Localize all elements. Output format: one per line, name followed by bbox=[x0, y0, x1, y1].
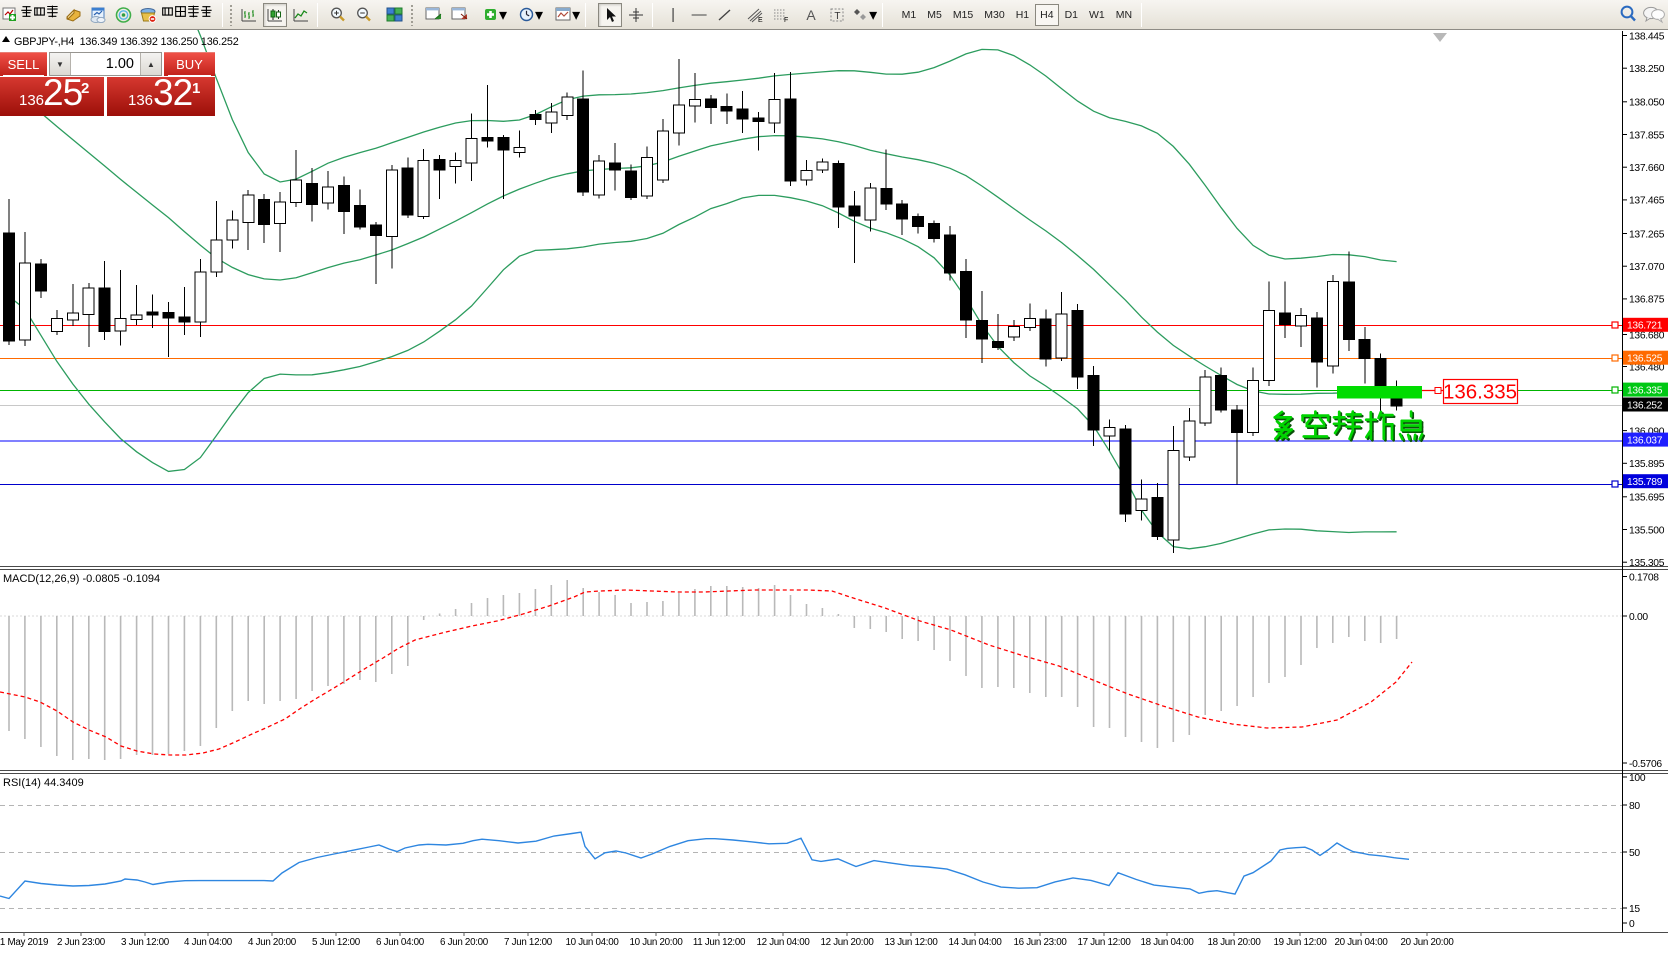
svg-text:80: 80 bbox=[1629, 801, 1640, 812]
svg-text:136.037: 136.037 bbox=[1627, 435, 1663, 446]
svg-text:18 Jun 04:00: 18 Jun 04:00 bbox=[1140, 937, 1194, 948]
svg-text:1 May 2019: 1 May 2019 bbox=[0, 937, 48, 948]
svg-text:12 Jun 04:00: 12 Jun 04:00 bbox=[756, 937, 810, 948]
svg-text:10 Jun 20:00: 10 Jun 20:00 bbox=[629, 937, 683, 948]
svg-text:3 Jun 12:00: 3 Jun 12:00 bbox=[121, 937, 170, 948]
svg-text:4 Jun 20:00: 4 Jun 20:00 bbox=[248, 937, 297, 948]
svg-text:137.465: 137.465 bbox=[1629, 196, 1665, 207]
svg-text:138.050: 138.050 bbox=[1629, 98, 1665, 109]
svg-text:136.090: 136.090 bbox=[1629, 426, 1665, 437]
svg-text:136.875: 136.875 bbox=[1629, 295, 1665, 306]
svg-text:18 Jun 20:00: 18 Jun 20:00 bbox=[1207, 937, 1261, 948]
svg-text:135.789: 135.789 bbox=[1627, 477, 1663, 488]
svg-text:138.445: 138.445 bbox=[1629, 31, 1665, 42]
svg-text:7 Jun 12:00: 7 Jun 12:00 bbox=[504, 937, 553, 948]
svg-text:E: E bbox=[758, 17, 763, 23]
svg-text:12 Jun 20:00: 12 Jun 20:00 bbox=[820, 937, 874, 948]
svg-text:19 Jun 12:00: 19 Jun 12:00 bbox=[1273, 937, 1327, 948]
svg-text:135.500: 135.500 bbox=[1629, 525, 1665, 536]
svg-text:137.660: 137.660 bbox=[1629, 163, 1665, 174]
svg-text:6 Jun 20:00: 6 Jun 20:00 bbox=[440, 937, 489, 948]
svg-text:15: 15 bbox=[1629, 904, 1640, 915]
svg-text:136.480: 136.480 bbox=[1629, 362, 1665, 373]
svg-text:11 Jun 12:00: 11 Jun 12:00 bbox=[693, 937, 746, 948]
svg-text:10 Jun 04:00: 10 Jun 04:00 bbox=[565, 937, 619, 948]
svg-text:2 Jun 23:00: 2 Jun 23:00 bbox=[57, 937, 106, 948]
svg-text:136.335: 136.335 bbox=[1443, 381, 1517, 404]
svg-text:14 Jun 04:00: 14 Jun 04:00 bbox=[948, 937, 1002, 948]
svg-text:137.070: 137.070 bbox=[1629, 262, 1665, 273]
svg-text:138.250: 138.250 bbox=[1629, 64, 1665, 75]
svg-text:0: 0 bbox=[1629, 919, 1635, 930]
svg-text:0.1708: 0.1708 bbox=[1629, 572, 1659, 583]
svg-text:F: F bbox=[784, 17, 788, 23]
svg-text:13 Jun 12:00: 13 Jun 12:00 bbox=[884, 937, 938, 948]
svg-text:GBPJPY-,H4 136.349 136.392 13: GBPJPY-,H4 136.349 136.392 136.250 136.2… bbox=[14, 36, 239, 48]
svg-text:136.525: 136.525 bbox=[1627, 354, 1663, 365]
svg-text:135.695: 135.695 bbox=[1629, 493, 1665, 504]
svg-text:20 Jun 04:00: 20 Jun 04:00 bbox=[1334, 937, 1388, 948]
svg-text:16 Jun 23:00: 16 Jun 23:00 bbox=[1013, 937, 1067, 948]
svg-text:136.252: 136.252 bbox=[1627, 400, 1663, 411]
svg-text:MACD(12,26,9) -0.0805 -0.1094: MACD(12,26,9) -0.0805 -0.1094 bbox=[3, 573, 160, 585]
svg-text:135.305: 135.305 bbox=[1629, 558, 1665, 569]
svg-text:50: 50 bbox=[1629, 848, 1640, 859]
svg-text:0.00: 0.00 bbox=[1629, 612, 1648, 623]
svg-text:137.855: 137.855 bbox=[1629, 130, 1665, 141]
svg-text:6 Jun 04:00: 6 Jun 04:00 bbox=[376, 937, 425, 948]
svg-text:100: 100 bbox=[1629, 773, 1646, 784]
svg-text:T: T bbox=[834, 11, 840, 22]
svg-text:20 Jun 20:00: 20 Jun 20:00 bbox=[1400, 937, 1454, 948]
svg-text:136.721: 136.721 bbox=[1627, 321, 1663, 332]
svg-text:137.265: 137.265 bbox=[1629, 229, 1665, 240]
svg-text:136.680: 136.680 bbox=[1629, 330, 1665, 341]
svg-text:4 Jun 04:00: 4 Jun 04:00 bbox=[184, 937, 233, 948]
svg-text:17 Jun 12:00: 17 Jun 12:00 bbox=[1077, 937, 1131, 948]
svg-text:135.895: 135.895 bbox=[1629, 459, 1665, 470]
svg-text:-0.5706: -0.5706 bbox=[1629, 759, 1662, 770]
svg-text:136.335: 136.335 bbox=[1627, 385, 1663, 396]
svg-text:5 Jun 12:00: 5 Jun 12:00 bbox=[312, 937, 361, 948]
svg-text:RSI(14) 44.3409: RSI(14) 44.3409 bbox=[3, 777, 84, 789]
